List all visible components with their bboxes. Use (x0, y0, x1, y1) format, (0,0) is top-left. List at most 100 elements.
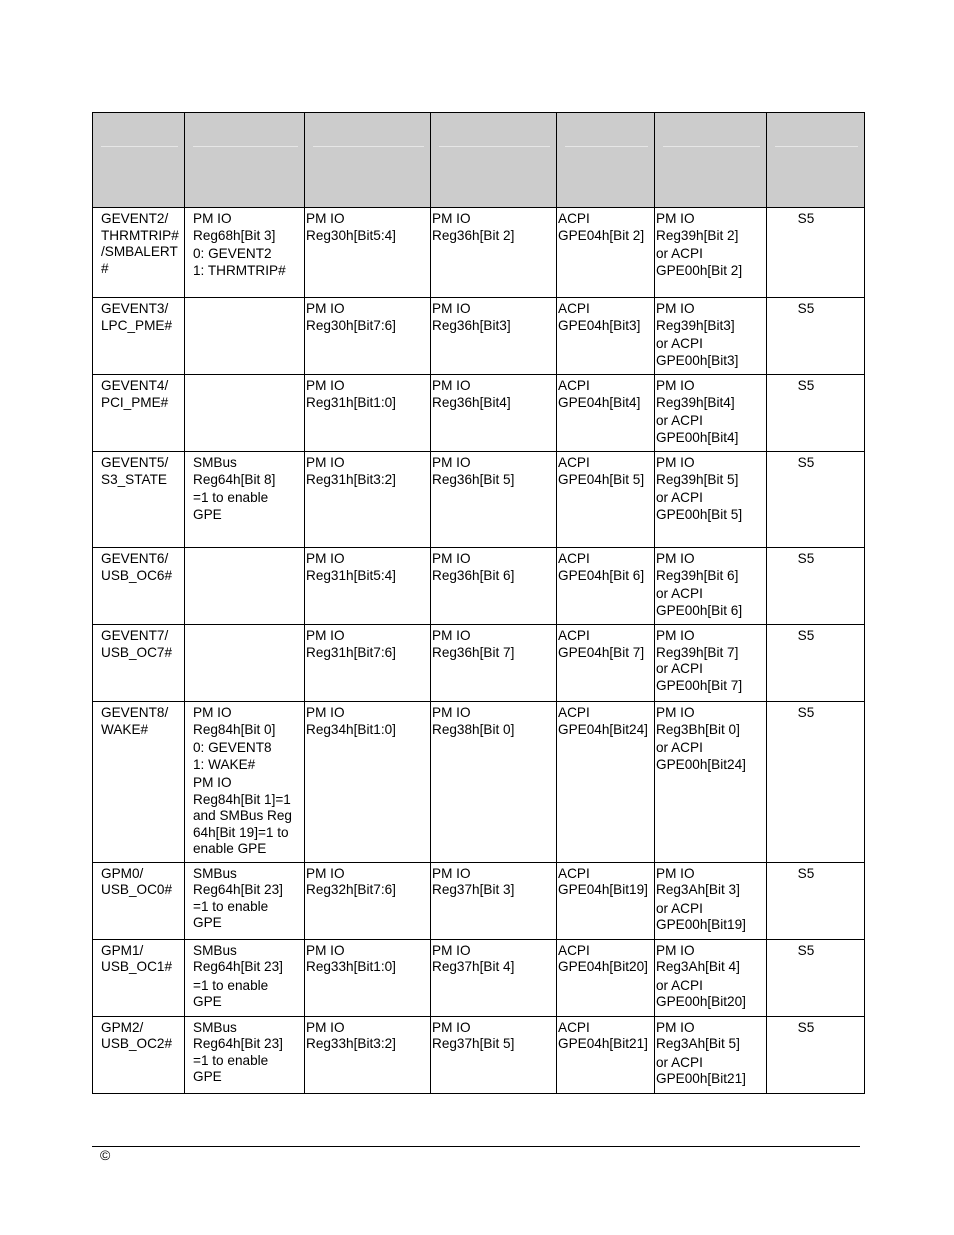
cell-paragraph: PM IO Reg84h[Bit 1]=1 and SMBus Reg 64h[… (193, 775, 292, 856)
table-cell: PM IO Reg36h[Bit 2] (430, 207, 557, 298)
cell-paragraph: S5 (797, 1019, 815, 1035)
cell-paragraph: GEVENT3/ LPC_PME# (101, 301, 173, 333)
table-cell: PM IO Reg31h[Bit3:2] (304, 451, 431, 548)
table-cell: PM IO Reg32h[Bit7:6] (304, 861, 431, 940)
cell-paragraph: S5 (797, 705, 815, 720)
cell-paragraph: PM IO Reg31h[Bit1:0] (306, 378, 396, 410)
table-cell: ACPI GPE04h[Bit21] (556, 1015, 655, 1094)
cell-paragraph: or ACPI GPE00h[Bit 6] (656, 586, 743, 618)
table-cell: PM IO Reg34h[Bit1:0] (304, 701, 431, 863)
cell-paragraph: PM IO Reg30h[Bit7:6] (306, 301, 396, 333)
cell-paragraph: S5 (797, 301, 815, 316)
table-cell: PM IO Reg84h[Bit 0] 0: GEVENT8 1: WAKE# PM… (184, 701, 305, 863)
table-cell: PM IO Reg36h[Bit 6] (430, 547, 557, 625)
gpe-register-table: GEVENT2/ THRMTRIP# /SMBALERT # PM IO Reg6… (92, 112, 865, 1094)
cell-paragraph: SMBus Reg64h[Bit 23] (193, 942, 283, 975)
cell-paragraph: PM IO Reg39h[Bit 5] (656, 455, 739, 487)
table-cell (184, 374, 305, 452)
table-cell: S5 (766, 861, 865, 940)
header-cell (430, 112, 557, 208)
table-cell: GEVENT3/ LPC_PME# (92, 297, 185, 375)
table-cell: PM IO Reg33h[Bit1:0] (304, 938, 431, 1017)
header-cell (556, 112, 655, 208)
table-cell: PM IO Reg3Ah[Bit 3] or ACPI GPE00h[Bit19] (654, 861, 767, 940)
cell-paragraph: PM IO Reg39h[Bit 2] (656, 211, 739, 243)
header-rule (439, 146, 550, 147)
table-cell: PM IO Reg37h[Bit 3] (430, 861, 557, 940)
cell-paragraph: PM IO Reg39h[Bit 7] or ACPI GPE00h[Bit 7… (656, 628, 743, 693)
table-cell: PM IO Reg36h[Bit 7] (430, 624, 557, 702)
cell-paragraph: PM IO Reg38h[Bit 0] (432, 705, 515, 737)
cell-paragraph: PM IO Reg36h[Bit 2] (432, 211, 515, 243)
table-row: GEVENT5/ S3_STATE SMBus Reg64h[Bit 8] =1 t… (92, 451, 865, 548)
cell-paragraph: GEVENT8/ WAKE# (101, 705, 169, 737)
cell-paragraph: PM IO Reg3Ah[Bit 3] (656, 865, 740, 898)
header-rule (565, 146, 648, 147)
cell-paragraph: ACPI GPE04h[Bit21] (558, 1019, 648, 1052)
table-cell: S5 (766, 374, 865, 452)
header-cell (184, 112, 305, 208)
table-cell: GEVENT7/ USB_OC7# (92, 624, 185, 702)
table-cell (184, 297, 305, 375)
table-cell: PM IO Reg39h[Bit3] or ACPI GPE00h[Bit3] (654, 297, 767, 375)
header-rule (775, 146, 858, 147)
table-cell: PM IO Reg3Bh[Bit 0] or ACPI GPE00h[Bit24] (654, 701, 767, 863)
header-rule (663, 146, 760, 147)
table-row: GEVENT7/ USB_OC7# PM IO Reg31h[Bit7:6] PM … (92, 624, 865, 702)
cell-paragraph: or ACPI GPE00h[Bit 2] (656, 246, 743, 278)
cell-paragraph: PM IO Reg31h[Bit3:2] (306, 455, 396, 487)
table-cell: ACPI GPE04h[Bit24] (556, 701, 655, 863)
header-cell (92, 112, 185, 208)
table-cell: GEVENT4/ PCI_PME# (92, 374, 185, 452)
cell-paragraph: ACPI GPE04h[Bit 5] (558, 455, 645, 487)
cell-paragraph: GEVENT4/ PCI_PME# (101, 378, 169, 410)
cell-paragraph: PM IO Reg31h[Bit7:6] (306, 628, 396, 660)
table-cell: PM IO Reg30h[Bit5:4] (304, 207, 431, 298)
cell-paragraph: PM IO Reg36h[Bit4] (432, 378, 511, 410)
cell-paragraph: or ACPI GPE00h[Bit19] (656, 900, 746, 933)
cell-paragraph: PM IO Reg39h[Bit3] (656, 301, 735, 333)
cell-paragraph: GEVENT2/ THRMTRIP# /SMBALERT # (101, 211, 179, 276)
cell-paragraph: PM IO Reg37h[Bit 3] (432, 865, 515, 898)
cell-paragraph: PM IO Reg37h[Bit 5] (432, 1019, 515, 1052)
table-cell: PM IO Reg39h[Bit 7] or ACPI GPE00h[Bit 7… (654, 624, 767, 702)
cell-paragraph: GPM0/ USB_OC0# (101, 865, 173, 898)
cell-paragraph: PM IO Reg32h[Bit7:6] (306, 865, 396, 898)
table-cell: S5 (766, 547, 865, 625)
cell-paragraph: PM IO Reg33h[Bit1:0] (306, 942, 396, 975)
table-cell: ACPI GPE04h[Bit 5] (556, 451, 655, 548)
cell-paragraph: or ACPI GPE00h[Bit3] (656, 336, 739, 368)
cell-paragraph: S5 (797, 865, 815, 881)
cell-paragraph: 0: GEVENT2 1: THRMTRIP# (193, 246, 286, 278)
header-rule (313, 146, 424, 147)
cell-paragraph: or ACPI GPE00h[Bit24] (656, 740, 746, 772)
cell-paragraph: =1 to enable GPE (193, 977, 269, 1010)
table-header-row (92, 112, 865, 208)
cell-paragraph: S5 (797, 942, 815, 958)
header-cell (654, 112, 767, 208)
table-cell: PM IO Reg37h[Bit 4] (430, 938, 557, 1017)
table-cell: ACPI GPE04h[Bit 7] (556, 624, 655, 702)
cell-paragraph: SMBus Reg64h[Bit 23] =1 to enable GPE (193, 1019, 283, 1085)
header-rule (193, 146, 298, 147)
table-cell: PM IO Reg31h[Bit7:6] (304, 624, 431, 702)
cell-paragraph: ACPI GPE04h[Bit24] (558, 705, 648, 737)
table-cell: S5 (766, 207, 865, 298)
table-cell: PM IO Reg36h[Bit 5] (430, 451, 557, 548)
table-cell: ACPI GPE04h[Bit 2] (556, 207, 655, 298)
cell-paragraph: PM IO Reg36h[Bit 7] (432, 628, 515, 660)
cell-paragraph: GPM1/ USB_OC1# (101, 942, 173, 975)
table-cell: PM IO Reg31h[Bit5:4] (304, 547, 431, 625)
table-row: GEVENT4/ PCI_PME# PM IO Reg31h[Bit1:0] PM … (92, 374, 865, 452)
table-cell: SMBus Reg64h[Bit 23] =1 to enable GPE (184, 938, 305, 1017)
cell-paragraph: ACPI GPE04h[Bit3] (558, 301, 641, 333)
table-cell: PM IO Reg33h[Bit3:2] (304, 1015, 431, 1094)
table-cell: GEVENT2/ THRMTRIP# /SMBALERT # (92, 207, 185, 298)
footer-divider (92, 1146, 860, 1147)
table-cell: ACPI GPE04h[Bit4] (556, 374, 655, 452)
cell-paragraph: ACPI GPE04h[Bit 7] (558, 628, 645, 660)
table-cell: ACPI GPE04h[Bit19] (556, 861, 655, 940)
table-cell: SMBus Reg64h[Bit 23] =1 to enable GPE (184, 1015, 305, 1094)
cell-paragraph: PM IO Reg3Ah[Bit 4] (656, 942, 740, 975)
table-row: GEVENT2/ THRMTRIP# /SMBALERT # PM IO Reg6… (92, 207, 865, 298)
